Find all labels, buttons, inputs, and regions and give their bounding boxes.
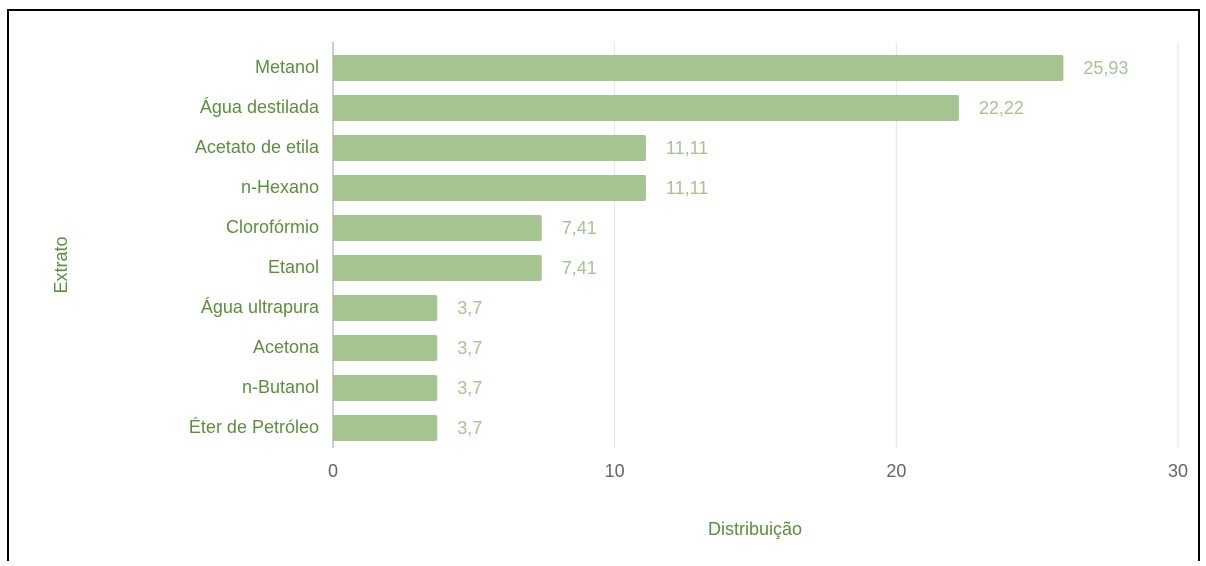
bar xyxy=(333,95,959,121)
value-label: 7,41 xyxy=(562,258,597,278)
y-tick-label: Acetona xyxy=(253,337,320,357)
bar xyxy=(333,415,438,441)
y-tick-label: Éter de Petróleo xyxy=(189,417,319,437)
x-tick-label: 0 xyxy=(328,461,338,481)
y-tick-label: Água ultrapura xyxy=(201,297,320,317)
bar xyxy=(333,135,646,161)
y-tick-label: n-Butanol xyxy=(242,377,319,397)
value-label: 11,11 xyxy=(666,138,708,158)
bar xyxy=(333,295,438,321)
y-tick-label: Etanol xyxy=(268,257,319,277)
bar xyxy=(333,255,542,281)
bar xyxy=(333,215,542,241)
value-label: 3,7 xyxy=(457,378,482,398)
value-label: 3,7 xyxy=(457,418,482,438)
y-axis-label: Extrato xyxy=(51,236,71,293)
frame xyxy=(7,9,1200,561)
y-tick-label: Acetato de etila xyxy=(195,137,320,157)
y-tick-label: Água destilada xyxy=(200,97,320,117)
bar xyxy=(333,55,1064,81)
value-label: 3,7 xyxy=(457,338,482,358)
value-label: 22,22 xyxy=(979,98,1024,118)
bar xyxy=(333,175,646,201)
value-label: 7,41 xyxy=(562,218,597,238)
value-label: 11,11 xyxy=(666,178,708,198)
bar xyxy=(333,335,438,361)
x-tick-label: 30 xyxy=(1168,461,1188,481)
x-tick-label: 20 xyxy=(886,461,906,481)
x-tick-label: 10 xyxy=(605,461,625,481)
value-label: 3,7 xyxy=(457,298,482,318)
y-tick-label: n-Hexano xyxy=(241,177,319,197)
x-axis-label: Distribuição xyxy=(708,519,802,539)
bar xyxy=(333,375,438,401)
y-tick-label: Metanol xyxy=(255,57,319,77)
y-tick-label: Clorofórmio xyxy=(226,217,319,237)
value-label: 25,93 xyxy=(1083,58,1128,78)
